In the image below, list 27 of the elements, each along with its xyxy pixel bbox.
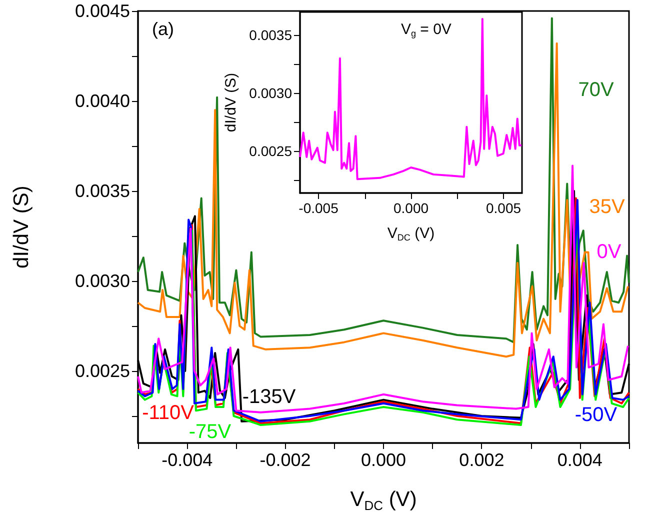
x-tick-label: 0.005 xyxy=(486,200,522,216)
y-tick-label: 0.0045 xyxy=(74,1,130,21)
series-label: 0V xyxy=(596,241,622,263)
y-tick-label: 0.0035 xyxy=(74,181,130,201)
x-tick-label: 0.002 xyxy=(459,450,504,470)
y-axis-title: dI/dV (S) xyxy=(222,72,240,132)
x-tick-label: 0.004 xyxy=(557,450,602,470)
series-label: -75V xyxy=(188,421,232,443)
y-tick-label: 0.0040 xyxy=(74,91,130,111)
series-label: -50V xyxy=(574,404,618,426)
line-series xyxy=(299,18,523,180)
series-label: 35V xyxy=(589,196,626,218)
y-axis-title: dI/dV (S) xyxy=(10,186,33,268)
y-tick-label: 0.0030 xyxy=(249,85,292,102)
series-label: -135V xyxy=(242,386,296,408)
y-tick-label: 0.0030 xyxy=(74,271,130,291)
x-tick-label: 0.000 xyxy=(360,450,406,470)
x-tick-label: -0.002 xyxy=(260,450,311,470)
y-tick-label: 0.0025 xyxy=(249,143,292,160)
y-tick-label: 0.0025 xyxy=(74,361,130,381)
series-label: -110V xyxy=(142,402,195,424)
x-tick-label: 0.000 xyxy=(393,200,429,216)
x-tick-label: -0.004 xyxy=(162,450,213,470)
series-label: 70V xyxy=(578,79,614,101)
y-tick-label: 0.0035 xyxy=(249,27,292,44)
annotation: (a) xyxy=(152,19,174,39)
x-tick-label: -0.005 xyxy=(298,200,339,216)
